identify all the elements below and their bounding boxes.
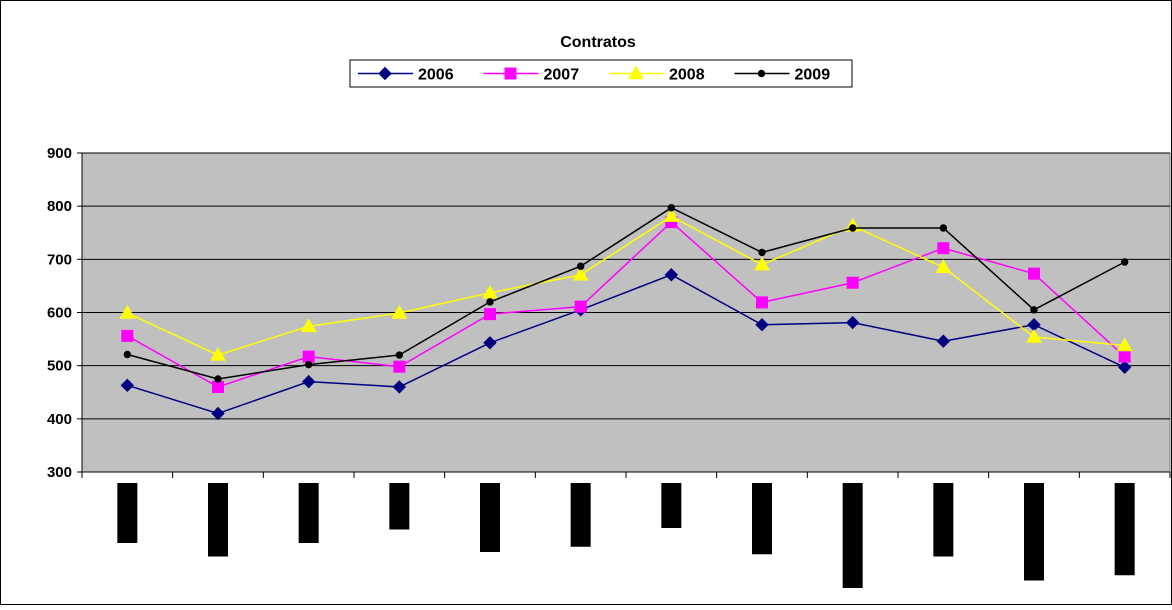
data-point-square [1028, 267, 1040, 280]
data-point-diamond [211, 406, 225, 421]
data-point-triangle [1026, 328, 1042, 343]
series-line-2007 [126, 221, 1126, 388]
category-label-mark [570, 483, 591, 547]
category-label-mark [389, 483, 410, 530]
series-2009 [123, 204, 1129, 383]
data-point-square [484, 308, 496, 321]
data-point-square [393, 360, 406, 373]
data-point-square [504, 67, 517, 80]
data-point-triangle [300, 318, 317, 333]
data-point-triangle [391, 305, 408, 319]
category-label-mark [1114, 483, 1135, 576]
data-point-triangle [210, 347, 226, 361]
category-label-mark [842, 483, 863, 588]
data-point-diamond [120, 378, 135, 393]
series-layer [119, 204, 1133, 421]
data-point-triangle [663, 208, 680, 223]
legend-label: 2006 [418, 67, 454, 84]
data-point-triangle [754, 256, 770, 271]
data-point-square [212, 380, 224, 393]
data-point-square [937, 242, 950, 255]
data-point-circle [848, 224, 857, 232]
data-point-diamond [936, 334, 951, 348]
data-point-diamond [378, 66, 392, 81]
category-label-mark [752, 483, 772, 555]
data-point-circle [214, 375, 222, 383]
data-point-diamond [1117, 360, 1132, 374]
y-tick-label: 400 [47, 411, 72, 428]
data-point-circle [486, 298, 494, 306]
data-point-circle [304, 360, 313, 369]
legend-label: 2007 [544, 67, 580, 84]
series-line-2006 [127, 273, 1125, 415]
data-point-circle [123, 350, 132, 359]
legend-label: 2008 [669, 67, 705, 84]
y-tick-label: 900 [47, 145, 72, 162]
legend-entry-2006: 2006 [358, 67, 454, 84]
y-axis: 300 400 500 600 700 800 900 [47, 145, 83, 481]
series-2006 [120, 268, 1132, 421]
data-point-triangle [482, 284, 498, 299]
category-label-mark [661, 483, 682, 528]
legend-entry-2007: 2007 [483, 67, 580, 84]
data-point-triangle [1116, 337, 1133, 352]
y-tick-label: 700 [47, 251, 72, 268]
data-point-square [756, 296, 768, 309]
category-label-mark [117, 483, 138, 543]
y-tick-label: 800 [47, 198, 72, 215]
data-point-square [121, 329, 134, 342]
series-line-2008 [127, 215, 1125, 356]
legend: 2006 2007 2008 2009 [349, 59, 853, 88]
y-tick-label: 600 [47, 305, 72, 322]
data-point-triangle [935, 259, 952, 274]
category-label-mark [933, 483, 954, 557]
legend-entry-2009: 2009 [734, 67, 831, 84]
series-2007 [121, 216, 1131, 393]
category-label-mark [298, 483, 319, 543]
data-point-square [1118, 350, 1131, 363]
data-point-triangle [572, 266, 589, 281]
data-point-circle [1030, 306, 1038, 314]
data-point-circle [395, 351, 404, 359]
data-point-circle [939, 224, 948, 232]
data-point-square [846, 276, 859, 289]
data-point-circle [1120, 258, 1129, 266]
data-point-diamond [483, 336, 497, 350]
series-line-2009 [127, 206, 1126, 380]
y-tick-label: 300 [47, 464, 72, 481]
y-tick-label: 500 [47, 358, 72, 375]
x-axis [81, 471, 1171, 478]
data-point-diamond [664, 268, 679, 282]
data-point-square [574, 300, 587, 313]
data-point-diamond [755, 318, 769, 332]
data-point-circle [576, 262, 585, 270]
plot-area [81, 152, 1171, 473]
category-label-marks [117, 483, 1135, 588]
legend-label: 2009 [795, 67, 831, 84]
data-point-diamond [845, 315, 860, 330]
category-label-mark [1024, 483, 1044, 581]
category-label-mark [208, 483, 228, 557]
chart-title: Contratos [560, 34, 636, 51]
series-2008 [119, 208, 1133, 361]
data-point-triangle [628, 65, 644, 80]
data-point-circle [757, 69, 766, 78]
data-point-circle [758, 248, 766, 257]
data-point-circle [667, 204, 676, 212]
data-point-triangle [119, 305, 136, 319]
data-point-diamond [392, 380, 407, 394]
category-label-mark [480, 483, 500, 552]
data-point-square [302, 350, 315, 363]
data-point-diamond [301, 374, 316, 389]
legend-entry-2008: 2008 [609, 65, 705, 84]
